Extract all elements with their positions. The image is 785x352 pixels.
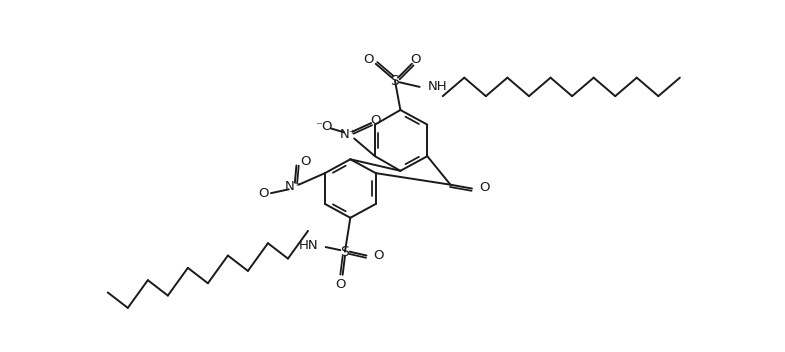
Text: HN: HN [298,239,318,252]
Text: O: O [335,277,345,290]
Text: S: S [391,74,400,88]
Text: N⁺: N⁺ [284,181,301,194]
Text: N⁺: N⁺ [340,128,356,141]
Text: O: O [411,54,421,67]
Text: O: O [258,187,268,200]
Text: O: O [374,249,384,262]
Text: NH: NH [427,80,447,93]
Text: O: O [480,181,490,194]
Text: O: O [363,54,374,67]
Text: S: S [341,245,349,259]
Text: O: O [301,155,311,168]
Text: O: O [371,113,381,126]
Text: ⁻O: ⁻O [315,120,332,133]
